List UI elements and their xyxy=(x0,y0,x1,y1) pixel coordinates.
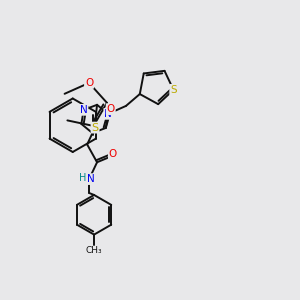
Text: O: O xyxy=(109,149,117,159)
Text: O: O xyxy=(106,104,115,114)
Text: N: N xyxy=(104,109,112,119)
Text: CH₃: CH₃ xyxy=(86,246,102,255)
Text: S: S xyxy=(170,85,177,95)
Text: O: O xyxy=(85,78,93,88)
Text: N: N xyxy=(80,105,88,115)
Text: H: H xyxy=(79,173,86,183)
Text: S: S xyxy=(92,123,99,133)
Text: N: N xyxy=(87,174,95,184)
